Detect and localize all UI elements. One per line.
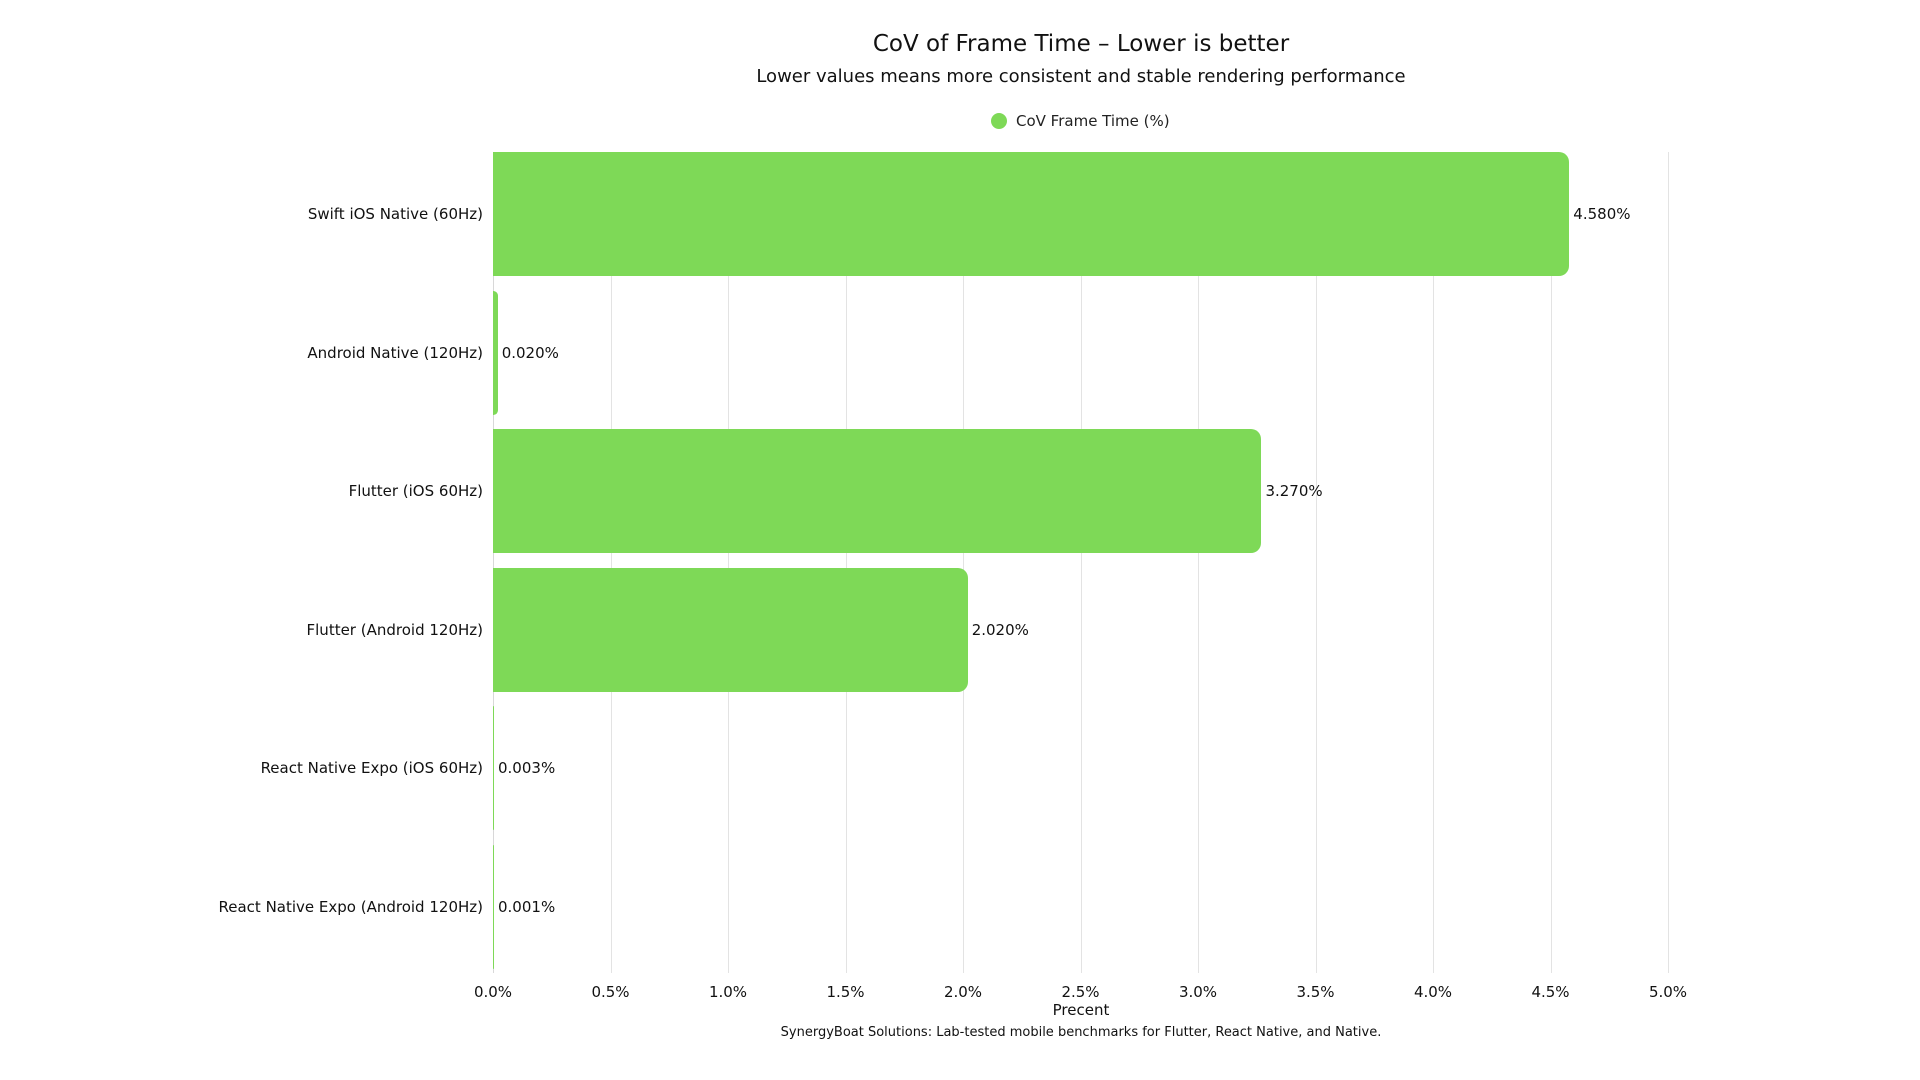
x-tick-label: 1.5% bbox=[826, 983, 865, 1001]
gridline bbox=[963, 152, 964, 973]
bar-value-label: 3.270% bbox=[1265, 482, 1323, 501]
x-axis-title: Precent bbox=[1052, 1001, 1110, 1019]
gridline bbox=[728, 152, 729, 973]
legend-marker-icon bbox=[991, 113, 1007, 129]
x-tick-label: 0.5% bbox=[591, 983, 630, 1001]
category-label: Flutter (iOS 60Hz) bbox=[348, 482, 483, 501]
x-tick-label: 4.5% bbox=[1531, 983, 1570, 1001]
chart-subtitle: Lower values means more consistent and s… bbox=[756, 66, 1406, 87]
bar-value-label: 0.003% bbox=[498, 759, 556, 778]
bar[interactable] bbox=[493, 152, 1570, 277]
legend-label: CoV Frame Time (%) bbox=[1016, 112, 1170, 130]
x-tick-label: 2.0% bbox=[943, 983, 983, 1001]
category-label: React Native Expo (Android 120Hz) bbox=[218, 897, 483, 916]
bar[interactable] bbox=[493, 844, 494, 969]
gridline bbox=[1668, 152, 1669, 973]
chart-caption: SynergyBoat Solutions: Lab-tested mobile… bbox=[780, 1025, 1382, 1040]
x-tick-label: 3.5% bbox=[1296, 983, 1335, 1001]
x-tick-label: 1.0% bbox=[708, 983, 748, 1001]
gridline bbox=[1198, 152, 1199, 973]
gridline bbox=[610, 152, 612, 973]
category-label: React Native Expo (iOS 60Hz) bbox=[260, 759, 483, 778]
category-label: Swift iOS Native (60Hz) bbox=[307, 205, 483, 224]
bar[interactable] bbox=[493, 567, 968, 692]
chart-title: CoV of Frame Time – Lower is better bbox=[872, 31, 1290, 57]
bar[interactable] bbox=[493, 429, 1262, 554]
plot-area: 4.580% 0.020% 3.270% 2.020% 0.003% 0.001% bbox=[493, 145, 1669, 973]
y-axis-line bbox=[493, 152, 494, 973]
bar[interactable] bbox=[493, 706, 494, 831]
bar-value-label: 0.001% bbox=[498, 897, 556, 916]
bar[interactable] bbox=[493, 290, 498, 415]
x-tick-label: 3.0% bbox=[1178, 983, 1218, 1001]
category-label: Android Native (120Hz) bbox=[307, 343, 483, 362]
gridline bbox=[845, 152, 847, 973]
gridline bbox=[1550, 152, 1552, 973]
bar-value-label: 4.580% bbox=[1573, 205, 1631, 224]
x-tick-label: 0.0% bbox=[473, 983, 513, 1001]
x-tick-label: 4.0% bbox=[1413, 983, 1453, 1001]
x-tick-label: 5.0% bbox=[1648, 983, 1688, 1001]
legend[interactable]: CoV Frame Time (%) bbox=[991, 112, 1170, 130]
bar-value-label: 2.020% bbox=[971, 620, 1029, 639]
gridline bbox=[1433, 152, 1434, 973]
x-tick-label: 2.5% bbox=[1061, 983, 1100, 1001]
gridline bbox=[1315, 152, 1317, 973]
category-label: Flutter (Android 120Hz) bbox=[306, 620, 483, 639]
bar-value-label: 0.020% bbox=[501, 343, 559, 362]
gridline bbox=[1080, 152, 1082, 973]
